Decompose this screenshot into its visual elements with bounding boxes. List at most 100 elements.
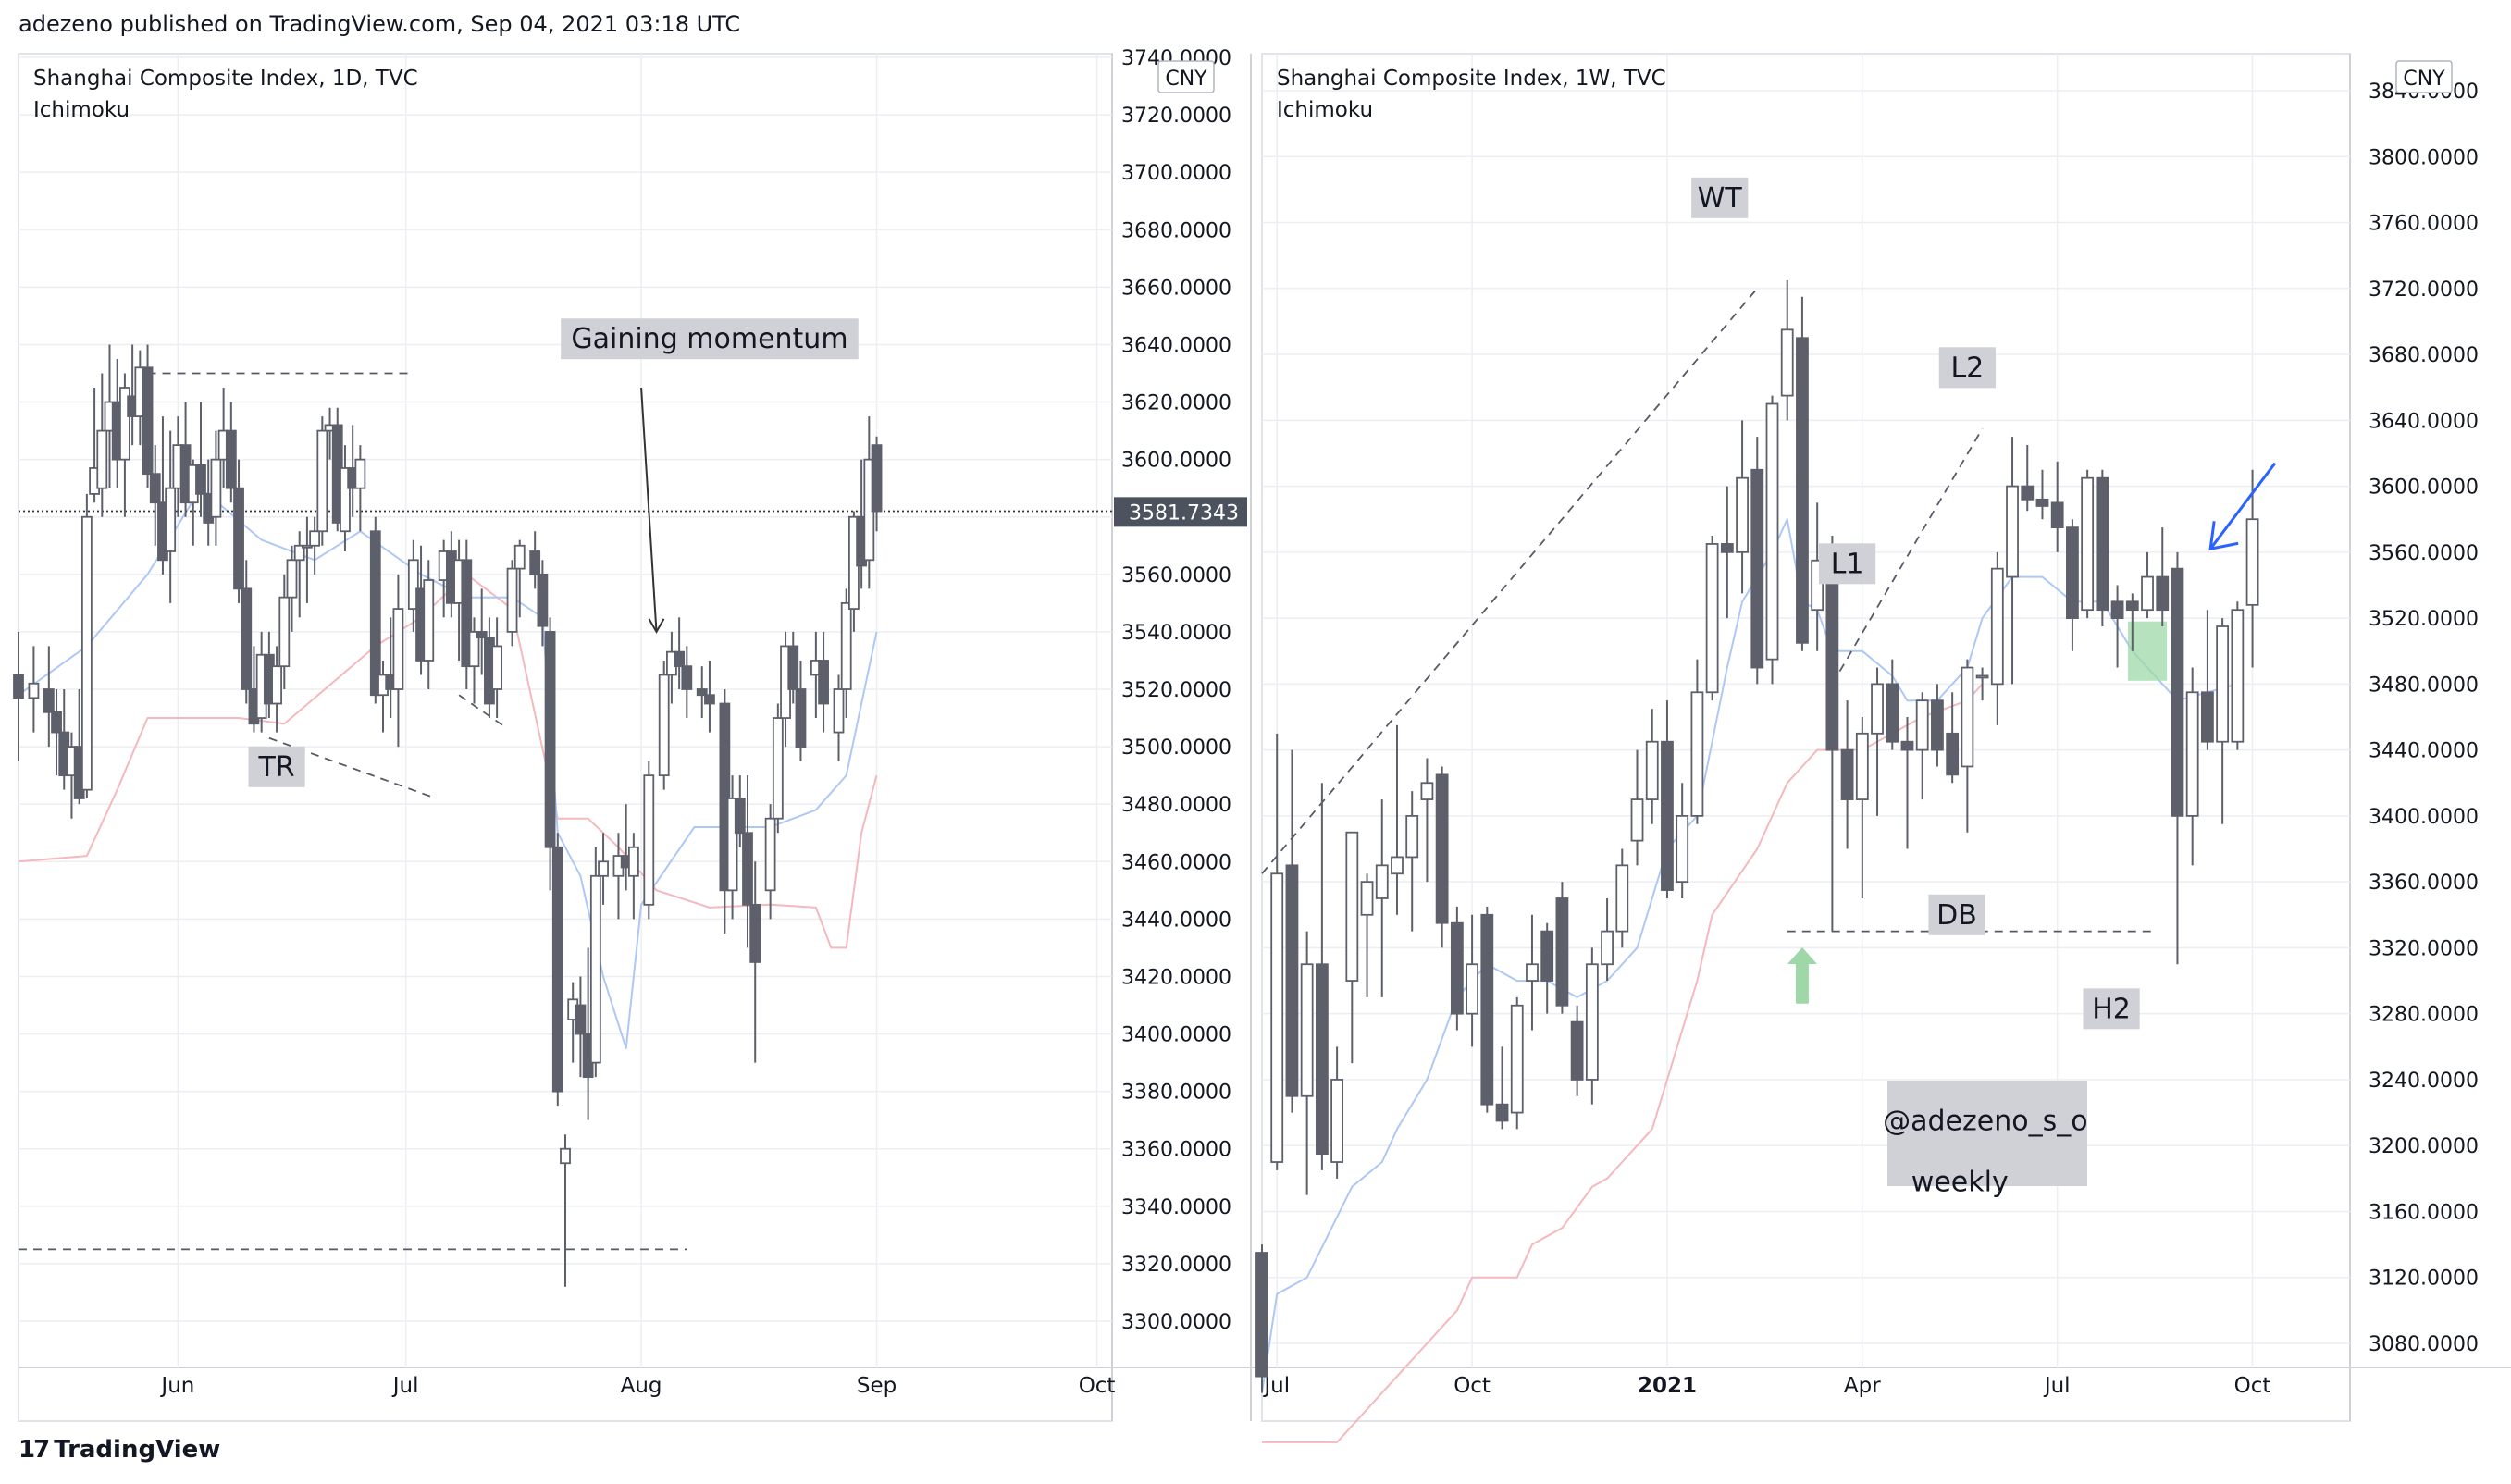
y-tick-label: 3320.0000 [2369, 937, 2479, 960]
candle-down [1570, 1020, 1584, 1081]
candle-down [1946, 732, 1960, 776]
candle-up [1780, 328, 1794, 397]
y-tick-label: 3280.0000 [2369, 1004, 2479, 1027]
y-tick-label: 3600.0000 [1121, 450, 1231, 473]
trendline [1261, 288, 1758, 874]
candle-up [627, 846, 639, 877]
candle-up [1510, 1004, 1524, 1114]
candle-down [734, 798, 746, 835]
y-tick-label: 3480.0000 [1121, 794, 1231, 817]
green-up-arrow [1787, 946, 1817, 1004]
candle-up [1270, 872, 1284, 1163]
trendline [458, 694, 505, 728]
last-price-label: 3581.7343 [1129, 501, 1239, 525]
candle-up [316, 429, 328, 533]
indicator-label: Ichimoku [1277, 98, 1373, 122]
y-tick-label: 3800.0000 [2369, 146, 2479, 169]
candle-up [302, 544, 313, 549]
candle-down [1840, 748, 1854, 800]
annotation-box [1691, 177, 1749, 218]
y-tick-label: 3640.0000 [2369, 410, 2479, 433]
annotation-label: Gaining momentum [571, 323, 847, 355]
y-tick-label: 3440.0000 [1121, 909, 1231, 932]
candle-up [1855, 732, 1869, 800]
momentum-arrow-head [648, 618, 665, 634]
right-chart-panel[interactable]: 3840.00003800.00003760.00003720.00003680… [1256, 54, 2479, 1443]
indicator-label: Ichimoku [33, 98, 130, 122]
candle-down [1796, 337, 1809, 644]
candle-up [28, 682, 40, 699]
annotation-box [2083, 988, 2140, 1030]
candle-up [2081, 476, 2095, 612]
trendline [1831, 427, 1984, 685]
annotation-label: L1 [1831, 548, 1864, 580]
x-tick-label: Jul [1262, 1374, 1290, 1398]
candle-down [551, 846, 563, 1093]
candle-down [1480, 913, 1494, 1106]
y-tick-label: 3340.0000 [1121, 1196, 1231, 1219]
candle-down [1886, 683, 1899, 743]
annotation-box [561, 318, 859, 360]
y-tick-label: 3660.0000 [1121, 277, 1231, 300]
candle-up [589, 874, 601, 1064]
last-price-tag [1114, 497, 1247, 527]
candle-down [871, 444, 883, 513]
candle-up [1391, 856, 1404, 875]
blue-arrow [2208, 462, 2277, 550]
candle-up [1526, 963, 1539, 982]
annotation-label: @adezeno_s_o [1883, 1105, 2087, 1137]
candle-up [293, 544, 305, 562]
annotation-box [1819, 543, 1876, 585]
candle-up [598, 860, 609, 877]
candle-down [681, 665, 693, 690]
candle-up [1375, 864, 1389, 899]
candle-down [1435, 773, 1449, 924]
candle-down [369, 530, 381, 697]
candle-up [1585, 963, 1599, 1081]
candle-up [726, 798, 738, 892]
candle-up [1615, 864, 1629, 933]
candle-up [833, 688, 845, 734]
candle-down [704, 694, 715, 705]
candle-down [461, 559, 473, 668]
x-tick-label: Sep [857, 1374, 897, 1398]
candle-up [1915, 699, 1929, 751]
candle-up [643, 774, 655, 906]
tradingview-footer[interactable]: 17 TradingView [19, 1436, 220, 1464]
candle-down [1661, 740, 1674, 891]
blue-arrow-head [2208, 521, 2239, 551]
chart-title: Shanghai Composite Index, 1D, TVC [33, 67, 418, 91]
x-tick-label: Oct [2234, 1374, 2271, 1398]
y-tick-label: 3400.0000 [2369, 806, 2479, 829]
candle-up [1975, 674, 1989, 679]
candle-up [165, 487, 177, 552]
y-tick-label: 3360.0000 [2369, 872, 2479, 895]
candle-up [80, 515, 93, 791]
candle-up [392, 608, 404, 690]
y-tick-label: 3080.0000 [2369, 1333, 2479, 1356]
left-chart-panel[interactable]: 3740.00003720.00003700.00003680.00003660… [13, 47, 1247, 1398]
candle-up [2245, 518, 2259, 606]
y-tick-label: 3560.0000 [1121, 564, 1231, 587]
candle-up [513, 544, 526, 570]
candle-down [529, 550, 541, 575]
x-tick-label: Jun [159, 1374, 194, 1398]
candle-down [43, 688, 55, 713]
candle-up [1345, 831, 1359, 982]
y-tick-label: 3320.0000 [1121, 1254, 1231, 1277]
candle-down [2125, 600, 2139, 612]
candle-down [476, 631, 488, 639]
candle-up [286, 559, 298, 599]
annotation-label: TR [257, 751, 294, 784]
candle-up [1690, 691, 1704, 817]
candle-down [2035, 498, 2049, 507]
currency-badge [2395, 60, 2453, 93]
candle-up [1990, 567, 2004, 686]
annotation-label: WT [1698, 182, 1743, 215]
candle-down [2066, 526, 2079, 620]
candle-up [840, 601, 852, 690]
candle-down [1495, 1103, 1509, 1122]
y-tick-label: 3240.0000 [2369, 1070, 2479, 1093]
candle-down [818, 660, 829, 705]
annotation-label: L2 [1950, 352, 1984, 384]
